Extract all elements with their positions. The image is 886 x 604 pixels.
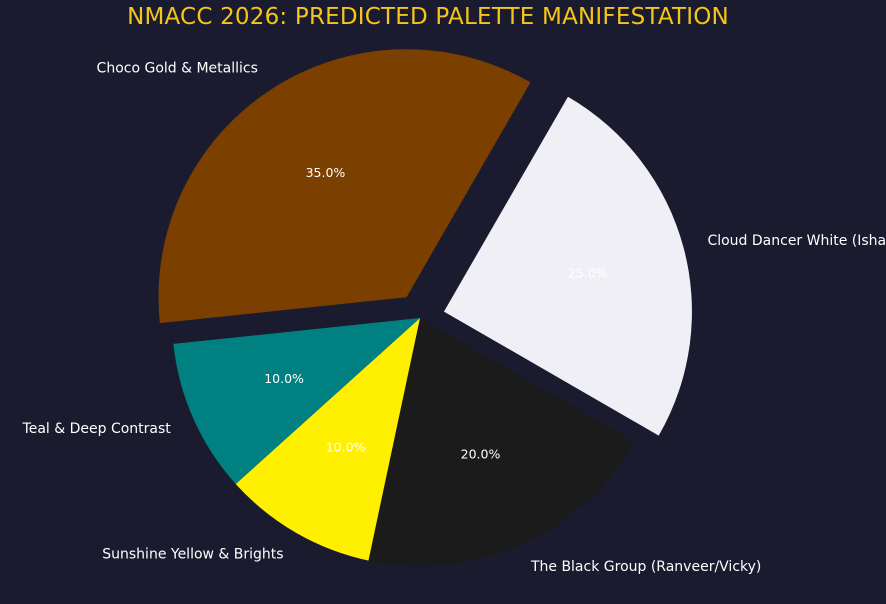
slice-label-the-black-group-ranveer-vicky: The Black Group (Ranveer/Vicky) xyxy=(530,559,761,575)
slice-label-sunshine-yellow-brights: Sunshine Yellow & Brights xyxy=(102,546,283,562)
slice-label-cloud-dancer-white-isha-ambani: Cloud Dancer White (Isha Ambani) xyxy=(707,233,886,249)
pct-label-the-black-group-ranveer-vicky: 20.0% xyxy=(461,446,501,461)
pie-slice-the-black-group-ranveer-vicky xyxy=(368,318,635,566)
pie-slice-cloud-dancer-white-isha-ambani xyxy=(443,96,692,436)
pct-label-teal-deep-contrast: 10.0% xyxy=(264,371,304,386)
pie-slice-choco-gold-metallics xyxy=(158,49,531,324)
slice-label-teal-deep-contrast: Teal & Deep Contrast xyxy=(22,421,172,437)
pct-label-sunshine-yellow-brights: 10.0% xyxy=(326,439,366,454)
pct-label-cloud-dancer-white-isha-ambani: 25.0% xyxy=(568,266,608,281)
pie-slice-sunshine-yellow-brights xyxy=(235,318,420,561)
pie-slice-teal-deep-contrast xyxy=(173,318,420,484)
slice-label-choco-gold-metallics: Choco Gold & Metallics xyxy=(97,60,258,76)
chart-title: NMACC 2026: PREDICTED PALETTE MANIFESTAT… xyxy=(127,4,729,30)
pct-label-choco-gold-metallics: 35.0% xyxy=(306,165,346,180)
